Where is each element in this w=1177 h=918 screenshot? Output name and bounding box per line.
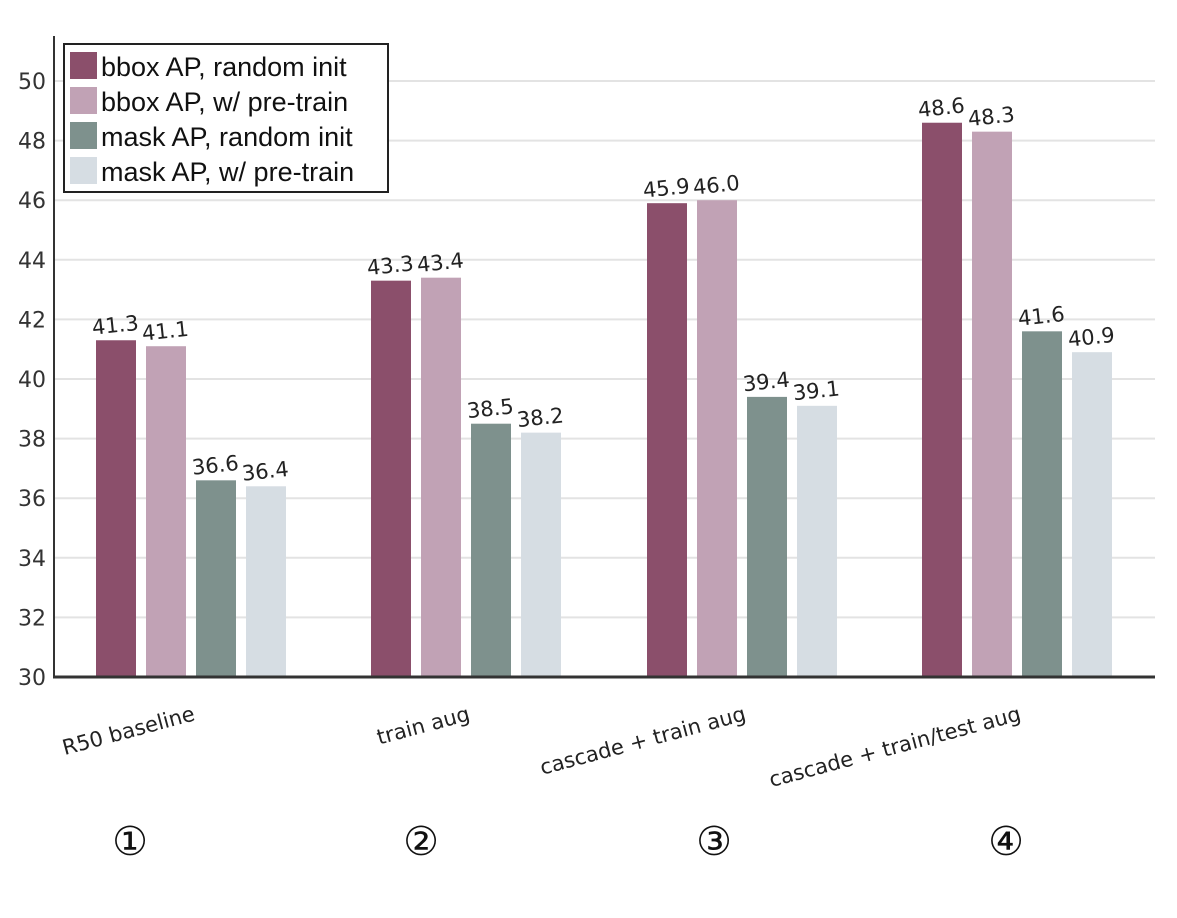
grid-layer	[54, 80, 1155, 619]
bar	[146, 346, 186, 677]
legend-entry-label: mask AP, random init	[101, 122, 353, 152]
bar	[1022, 331, 1062, 677]
legend-swatch	[70, 157, 97, 184]
bar	[246, 486, 286, 677]
x-tick-label: cascade + train/test aug	[766, 702, 1023, 792]
bar-value-label: 48.3	[967, 102, 1016, 131]
group-marker: ③	[696, 819, 732, 865]
group-marker: ②	[403, 819, 439, 865]
bar	[647, 203, 687, 677]
bar-value-label: 39.4	[742, 368, 791, 397]
bar-value-label: 41.1	[141, 317, 190, 346]
y-tick-label: 38	[18, 428, 46, 453]
bar-value-label: 41.6	[1017, 302, 1066, 331]
group-markers: ① ② ③ ④	[112, 819, 1024, 865]
bar	[922, 122, 962, 678]
bar-value-label: 48.6	[917, 93, 966, 122]
bar-value-label: 36.4	[241, 457, 290, 486]
x-tick-label: train aug	[374, 702, 472, 750]
y-tick-label: 32	[18, 606, 46, 631]
y-tick-label: 44	[18, 249, 46, 274]
bars-layer: 41.3 43.3 45.9 48.6 41.1 43.4 46.0 48.3 36.6 38.5…	[91, 93, 1116, 678]
bar	[697, 200, 737, 677]
bar	[521, 432, 561, 677]
bar-value-label: 46.0	[692, 171, 741, 200]
y-tick-label: 36	[18, 487, 46, 512]
y-tick-label: 34	[18, 547, 46, 572]
group-marker: ①	[112, 819, 148, 865]
legend-swatch	[70, 122, 97, 149]
legend-entry-label: mask AP, w/ pre-train	[101, 157, 354, 187]
legend: bbox AP, random init bbox AP, w/ pre-trai…	[63, 43, 389, 193]
x-tick-label: R50 baseline	[60, 702, 198, 760]
bar	[421, 277, 461, 677]
bar	[196, 480, 236, 677]
bar-value-label: 43.4	[416, 248, 465, 277]
legend-entry-label: bbox AP, w/ pre-train	[101, 87, 348, 117]
bar	[747, 396, 787, 677]
bar-value-label: 43.3	[366, 251, 415, 280]
legend-swatch	[70, 87, 97, 114]
bar-value-label: 45.9	[642, 174, 691, 203]
legend-entry-label: bbox AP, random init	[101, 52, 347, 82]
bar	[797, 405, 837, 677]
group-marker: ④	[988, 819, 1024, 865]
y-tick-label: 48	[18, 130, 46, 155]
y-tick-label: 46	[18, 189, 46, 214]
bar	[471, 423, 511, 677]
legend-box	[63, 43, 389, 193]
y-tick-label: 50	[18, 70, 46, 95]
y-tick-label: 40	[18, 368, 46, 393]
bar	[371, 280, 411, 677]
bar-value-label: 38.5	[466, 394, 515, 423]
legend-swatch	[70, 52, 97, 79]
x-tick-label: cascade + train aug	[537, 702, 748, 780]
bar	[1072, 352, 1112, 677]
bar-value-label: 39.1	[792, 376, 841, 405]
bar	[972, 131, 1012, 677]
y-tick-label: 30	[18, 666, 46, 691]
y-tick-label: 42	[18, 308, 46, 333]
bar-value-label: 41.3	[91, 311, 140, 340]
bar-value-label: 36.6	[191, 451, 240, 480]
bar	[96, 340, 136, 677]
bar-value-label: 38.2	[516, 403, 565, 432]
bar-value-label: 40.9	[1067, 323, 1116, 352]
